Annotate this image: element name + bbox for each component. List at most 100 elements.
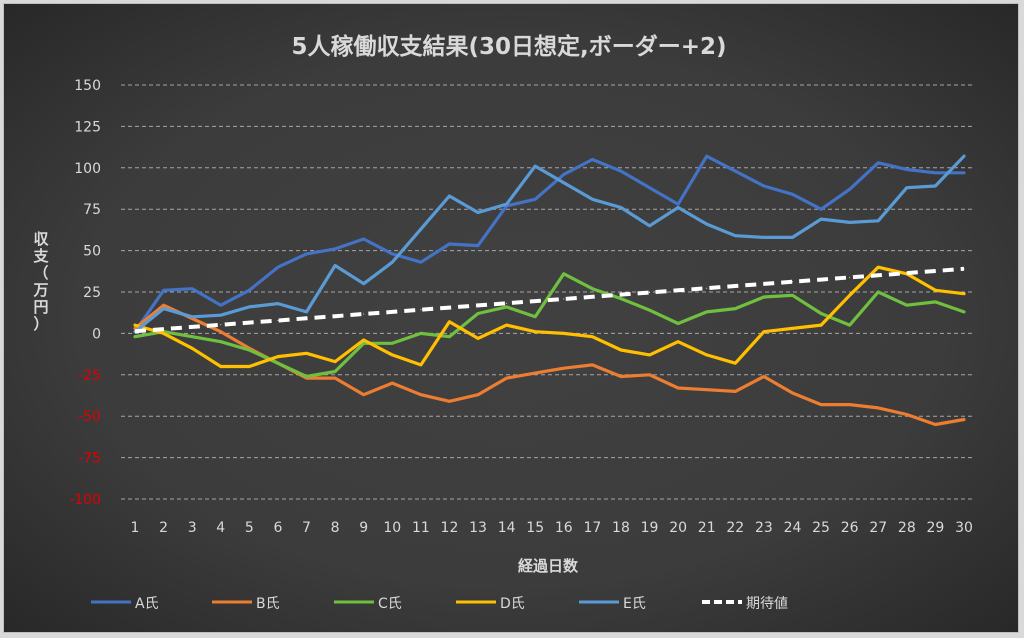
x-tick-label: 18 bbox=[612, 520, 630, 536]
data-point bbox=[620, 375, 622, 377]
data-point bbox=[591, 198, 593, 200]
data-point bbox=[277, 362, 279, 364]
data-point bbox=[420, 394, 422, 396]
data-point bbox=[334, 377, 336, 379]
legend-item: E氏 bbox=[579, 596, 646, 612]
series-line-3 bbox=[133, 272, 966, 379]
data-point bbox=[534, 316, 536, 318]
data-point bbox=[734, 235, 736, 237]
data-point bbox=[934, 289, 936, 291]
data-point bbox=[420, 332, 422, 334]
data-point bbox=[677, 322, 679, 324]
data-point bbox=[849, 188, 851, 190]
data-point bbox=[563, 332, 565, 334]
data-point bbox=[734, 285, 736, 287]
data-point bbox=[134, 336, 136, 338]
data-point bbox=[334, 361, 336, 363]
data-point bbox=[248, 306, 250, 308]
data-point bbox=[763, 185, 765, 187]
legend-item: D氏 bbox=[456, 596, 525, 612]
data-point bbox=[191, 316, 193, 318]
line-chart: 5人稼働収支結果(30日想定,ボーダー+2) 1501251007550250-… bbox=[32, 33, 972, 612]
data-point bbox=[191, 336, 193, 338]
x-tick-label: 29 bbox=[926, 520, 944, 536]
data-point bbox=[706, 354, 708, 356]
x-tick-label: 20 bbox=[669, 520, 687, 536]
data-point bbox=[906, 187, 908, 189]
data-point bbox=[277, 303, 279, 305]
data-point bbox=[163, 304, 165, 306]
series-line-5 bbox=[133, 154, 966, 334]
data-point bbox=[248, 349, 250, 351]
data-point bbox=[791, 236, 793, 238]
data-point bbox=[506, 377, 508, 379]
data-point bbox=[534, 372, 536, 374]
data-point bbox=[534, 198, 536, 200]
data-point bbox=[677, 289, 679, 291]
x-tick-label: 12 bbox=[441, 520, 459, 536]
data-point bbox=[706, 223, 708, 225]
x-axis-label: 経過日数 bbox=[518, 557, 579, 575]
data-point bbox=[877, 162, 879, 164]
data-point bbox=[963, 293, 965, 295]
data-point bbox=[849, 324, 851, 326]
data-point bbox=[877, 266, 879, 268]
x-tick-label: 16 bbox=[555, 520, 573, 536]
data-point bbox=[306, 375, 308, 377]
data-point bbox=[620, 349, 622, 351]
data-point bbox=[220, 304, 222, 306]
data-point bbox=[563, 173, 565, 175]
x-tick-label: 8 bbox=[331, 520, 340, 536]
series-line-6 bbox=[134, 266, 965, 334]
data-point bbox=[163, 308, 165, 310]
x-tick-label: 26 bbox=[841, 520, 859, 536]
data-point bbox=[506, 302, 508, 304]
data-point bbox=[620, 207, 622, 209]
data-point bbox=[934, 301, 936, 303]
y-tick-label: -25 bbox=[78, 368, 101, 384]
data-point bbox=[534, 331, 536, 333]
data-point bbox=[391, 311, 393, 313]
data-point bbox=[877, 407, 879, 409]
data-point bbox=[163, 328, 165, 330]
data-point bbox=[363, 342, 365, 344]
x-tick-label: 4 bbox=[216, 520, 225, 536]
data-point bbox=[734, 308, 736, 310]
data-point bbox=[934, 270, 936, 272]
data-point bbox=[649, 291, 651, 293]
data-point bbox=[448, 400, 450, 402]
legend-label: 期待値 bbox=[746, 596, 788, 612]
data-point bbox=[306, 352, 308, 354]
data-point bbox=[791, 281, 793, 283]
data-point bbox=[163, 289, 165, 291]
data-point bbox=[820, 313, 822, 315]
data-point bbox=[763, 236, 765, 238]
data-point bbox=[248, 322, 250, 324]
data-point bbox=[220, 314, 222, 316]
data-point bbox=[391, 382, 393, 384]
chart-frame: 5人稼働収支結果(30日想定,ボーダー+2) 150 125 100 75 50 25 0-… bbox=[3, 3, 1019, 633]
data-point bbox=[563, 298, 565, 300]
x-tick-label: 2 bbox=[159, 520, 168, 536]
data-point bbox=[934, 423, 936, 425]
data-point bbox=[706, 155, 708, 157]
x-tick-label: 27 bbox=[869, 520, 887, 536]
data-point bbox=[134, 327, 136, 329]
y-tick-label: 25 bbox=[83, 285, 101, 301]
x-tick-label: 5 bbox=[245, 520, 254, 536]
data-point bbox=[791, 193, 793, 195]
data-point bbox=[591, 336, 593, 338]
y-tick-label: -50 bbox=[78, 409, 101, 425]
y-tick-label: 150 bbox=[74, 78, 101, 94]
y-axis-label-text: 収支（万円） bbox=[32, 230, 49, 333]
data-point bbox=[906, 272, 908, 274]
data-point bbox=[820, 279, 822, 281]
data-point bbox=[963, 268, 965, 270]
data-point bbox=[649, 354, 651, 356]
data-point bbox=[277, 319, 279, 321]
data-point bbox=[506, 203, 508, 205]
data-point bbox=[306, 317, 308, 319]
x-tick-label: 21 bbox=[698, 520, 716, 536]
x-tick-label: 25 bbox=[812, 520, 830, 536]
data-point bbox=[620, 294, 622, 296]
